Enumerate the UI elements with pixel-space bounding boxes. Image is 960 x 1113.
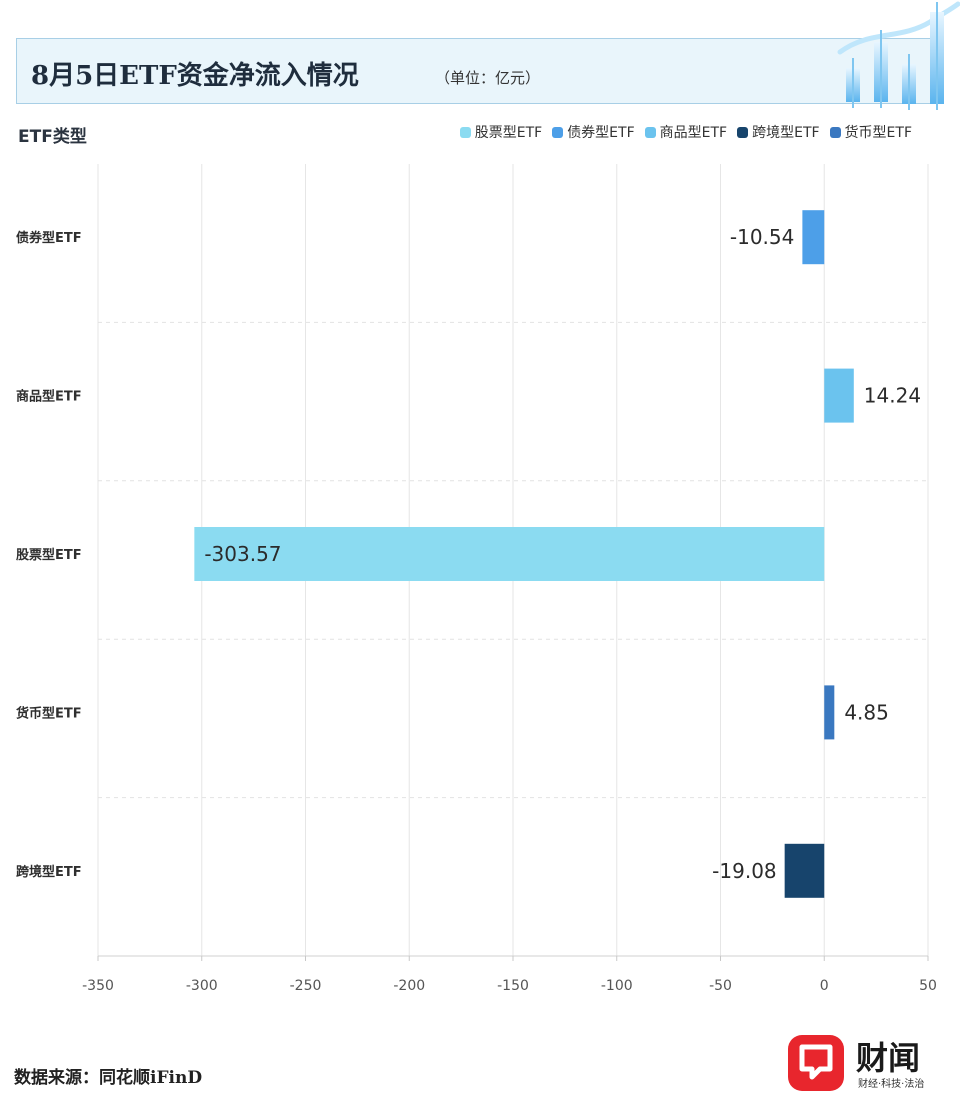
candlestick-decoration <box>837 1 960 110</box>
legend-item: 跨境型ETF <box>737 122 820 142</box>
legend-item: 股票型ETF <box>459 122 543 142</box>
legend-item: 货币型ETF <box>829 122 912 142</box>
bar <box>802 210 825 265</box>
x-tick-label: -200 <box>393 978 425 994</box>
legend-item: 商品型ETF <box>644 122 728 142</box>
category-label: 股票型ETF <box>16 547 82 563</box>
value-label: -303.57 <box>204 542 281 566</box>
legend-item: 债券型ETF <box>552 122 635 142</box>
bar <box>784 843 825 898</box>
x-tick-label: -350 <box>82 978 114 994</box>
legend-label: 货币型ETF <box>844 125 912 141</box>
x-tick-label: -50 <box>709 978 732 994</box>
x-tick-label: -250 <box>290 978 322 994</box>
value-label: 14.24 <box>864 384 921 408</box>
legend-swatch <box>644 126 656 138</box>
x-tick-label: -150 <box>497 978 529 994</box>
value-label: -10.54 <box>730 225 794 249</box>
value-label: -19.08 <box>712 859 776 883</box>
bar-chart: -350 -300 -250 -200 -150 -100 -50 0 50 债券型ETF -10.… <box>16 164 937 994</box>
data-source: 数据来源：同花顺iFinD <box>14 1068 203 1088</box>
title-banner: 8月5日ETF资金净流入情况 （单位：亿元） <box>16 38 944 104</box>
legend-label: 债券型ETF <box>567 125 635 141</box>
chart-title: 8月5日ETF资金净流入情况 <box>31 61 359 91</box>
category-label: 商品型ETF <box>16 389 82 405</box>
x-tick-label: -300 <box>186 978 218 994</box>
bar <box>824 368 854 423</box>
legend-swatch <box>737 126 749 138</box>
y-axis-title: ETF类型 <box>18 127 87 147</box>
legend-swatch <box>552 126 564 138</box>
legend: 股票型ETF 债券型ETF 商品型ETF 跨境型ETF 货币型ETF <box>459 122 912 142</box>
legend-label: 商品型ETF <box>659 125 728 141</box>
legend-label: 股票型ETF <box>474 125 543 141</box>
svg-text:财经·科技·法治: 财经·科技·法治 <box>858 1077 924 1090</box>
value-label: 4.85 <box>844 700 889 724</box>
category-label: 货币型ETF <box>16 705 82 721</box>
legend-swatch <box>459 126 471 138</box>
category-label: 跨境型ETF <box>16 864 82 880</box>
bar <box>194 527 825 581</box>
legend-swatch <box>829 126 841 138</box>
x-tick-label: 0 <box>820 978 829 994</box>
bar <box>824 685 835 740</box>
unit-label: （单位：亿元） <box>435 69 541 87</box>
x-tick-label: 50 <box>919 978 937 994</box>
category-label: 债券型ETF <box>16 230 82 246</box>
svg-text:财闻: 财闻 <box>856 1039 920 1077</box>
legend-label: 跨境型ETF <box>752 125 820 141</box>
x-tick-label: -100 <box>601 978 633 994</box>
caiwen-logo: 财闻 财经·科技·法治 <box>788 1035 924 1091</box>
